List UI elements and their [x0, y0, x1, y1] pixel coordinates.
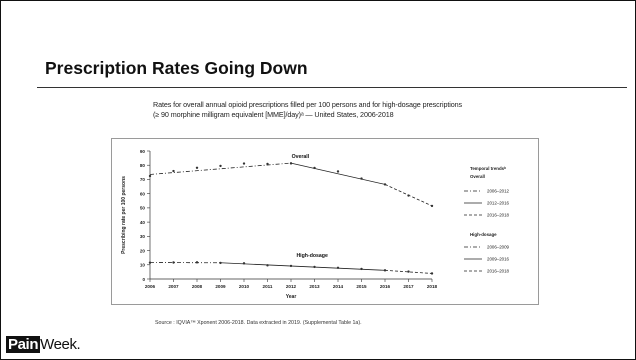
high-dosage-data-point — [430, 272, 434, 275]
overall-annotation: Overall — [292, 154, 310, 160]
chart-caption-line-1: Rates for overall annual opioid prescrip… — [153, 100, 463, 109]
overall-trend-segment-2 — [290, 162, 386, 185]
overall-data-point — [430, 204, 434, 208]
legend-entry: 2012–2016 — [487, 201, 510, 206]
high-dosage-data-point — [195, 261, 199, 264]
y-tick-label: 50 — [140, 206, 146, 211]
y-tick-label: 70 — [140, 177, 146, 182]
y-tick-label: 90 — [140, 149, 146, 154]
overall-data-point — [289, 162, 293, 165]
x-axis-label: Year — [286, 294, 297, 300]
overall-data-point — [313, 166, 316, 170]
high-dosage-trend-segment-2 — [220, 262, 386, 271]
x-tick-label: 2017 — [403, 284, 414, 289]
x-tick-label: 2012 — [286, 284, 297, 289]
x-tick-label: 2006 — [145, 284, 156, 289]
y-tick-label: 30 — [140, 234, 146, 239]
legend-entry: 2006–2012 — [487, 189, 510, 194]
overall-data-point — [195, 166, 199, 169]
high-dosage-data-point — [383, 269, 387, 272]
legend-group-overall: Overall — [470, 174, 485, 179]
legend-entry: 2009–2016 — [487, 257, 510, 262]
y-tick-label: 0 — [142, 277, 145, 282]
high-dosage-data-point — [242, 262, 246, 265]
overall-data-point — [148, 174, 152, 178]
x-tick-label: 2007 — [168, 284, 179, 289]
x-tick-label: 2014 — [333, 284, 344, 289]
source-note: Source : IQVIA™ Xponent 2006-2018. Data … — [155, 320, 362, 326]
high-dosage-data-point — [148, 261, 152, 264]
overall-data-point — [407, 194, 410, 197]
painweek-logo: Pain Week. — [6, 335, 81, 355]
legend-group-high-dosage: High-dosage — [470, 232, 497, 237]
logo-pain: Pain — [6, 336, 41, 353]
chart-caption: Rates for overall annual opioid prescrip… — [153, 100, 553, 120]
legend-heading: Temporal trendsᵇ — [470, 166, 506, 171]
chart-frame: 0 10 20 30 40 50 60 70 80 90 2006 2007 2008 2009 2010 2… — [111, 138, 539, 305]
y-tick-label: 60 — [140, 191, 146, 196]
high-dosage-data-point — [313, 265, 316, 269]
legend-entry: 2016–2018 — [487, 269, 510, 274]
overall-data-point — [242, 162, 246, 165]
high-dosage-data-point — [219, 261, 222, 265]
high-dosage-trend-segment-3 — [384, 269, 433, 274]
overall-data-point — [383, 183, 387, 186]
y-axis-label: Prescribing rate per 100 persons — [121, 176, 127, 254]
high-dosage-data-point — [336, 266, 340, 269]
overall-data-point — [336, 170, 340, 173]
x-tick-label: 2016 — [380, 284, 391, 289]
high-dosage-data-point — [360, 267, 363, 271]
logo-week: Week. — [40, 336, 81, 353]
title-divider — [37, 87, 627, 88]
x-tick-label: 2011 — [263, 284, 273, 289]
y-tick-label: 10 — [140, 263, 146, 268]
high-dosage-data-point — [289, 264, 293, 268]
legend-entry: 2016–2018 — [487, 213, 510, 218]
high-dosage-data-point — [172, 261, 175, 264]
x-tick-label: 2013 — [309, 284, 320, 289]
chart-caption-line-2: (≥ 90 morphine milligram equivalent [MME… — [153, 110, 394, 119]
x-tick-label: 2015 — [356, 284, 367, 289]
high-dosage-data-point — [266, 264, 269, 267]
x-tick-label: 2010 — [239, 284, 250, 289]
high-dosage-data-point — [407, 270, 410, 273]
x-tick-label: 2018 — [427, 284, 438, 289]
y-tick-label: 80 — [140, 163, 146, 168]
y-tick-label: 40 — [140, 220, 146, 225]
page-title: Prescription Rates Going Down — [45, 58, 308, 78]
y-tick-label: 20 — [140, 248, 146, 253]
overall-data-point — [360, 177, 363, 180]
x-tick-label: 2008 — [192, 284, 203, 289]
high-dosage-annotation: High-dosage — [296, 253, 328, 259]
line-chart: 0 10 20 30 40 50 60 70 80 90 2006 2007 2008 2009 2010 2… — [121, 149, 510, 300]
legend-entry: 2006–2009 — [487, 245, 510, 250]
overall-data-point — [266, 162, 269, 166]
overall-data-point — [172, 169, 175, 173]
overall-data-point — [219, 164, 222, 168]
x-tick-label: 2009 — [215, 284, 226, 289]
